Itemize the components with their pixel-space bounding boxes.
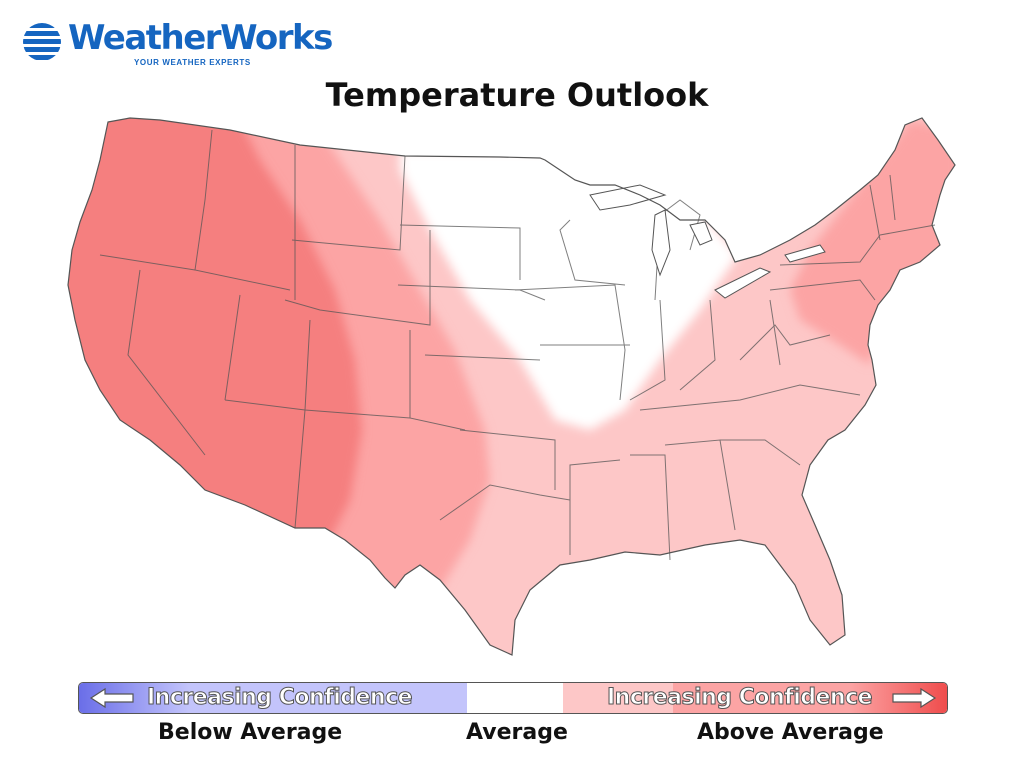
brand-tagline: YOUR WEATHER EXPERTS xyxy=(134,58,251,67)
zone-average xyxy=(400,150,738,430)
arrow-right-icon xyxy=(892,687,937,709)
arrow-left-icon xyxy=(89,687,134,709)
us-temperature-map xyxy=(67,117,956,656)
legend-above-weak xyxy=(563,683,673,713)
category-below-average: Below Average xyxy=(158,720,343,745)
brand-name: WeatherWorks xyxy=(68,18,333,58)
globe-icon xyxy=(23,23,61,60)
great-lakes xyxy=(589,184,826,299)
legend-above-label: Increasing Confidence xyxy=(606,685,873,711)
map-title: Temperature Outlook xyxy=(325,76,709,114)
category-average: Average xyxy=(466,720,568,745)
weatherworks-logo: WeatherWorks YOUR WEATHER EXPERTS xyxy=(22,18,333,73)
legend-average xyxy=(467,683,563,713)
legend-above-medium xyxy=(673,683,849,713)
legend-below-weak xyxy=(189,683,467,713)
legend-below-label: Increasing Confidence xyxy=(146,685,413,711)
category-above-average: Above Average xyxy=(697,720,884,745)
state-borders xyxy=(99,129,936,561)
legend-bar: Increasing Confidence Increasing Confide… xyxy=(78,682,948,714)
